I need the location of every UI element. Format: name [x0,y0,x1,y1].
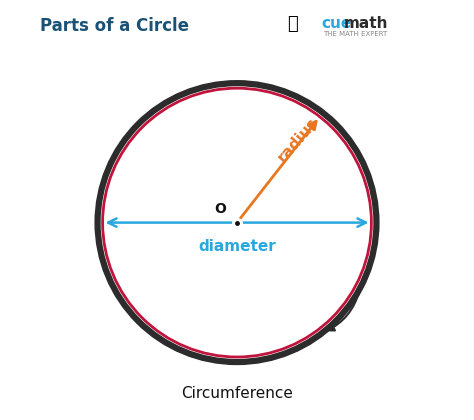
Text: math: math [344,16,389,31]
Text: O: O [215,202,227,216]
Text: THE MATH EXPERT: THE MATH EXPERT [323,32,387,37]
Text: Circumference: Circumference [181,386,293,402]
Text: diameter: diameter [198,239,276,255]
Text: cue: cue [321,16,351,31]
Text: Parts of a Circle: Parts of a Circle [40,17,189,35]
Text: radius: radius [275,115,321,165]
Text: 🚀: 🚀 [287,15,298,33]
FancyArrowPatch shape [328,291,359,331]
